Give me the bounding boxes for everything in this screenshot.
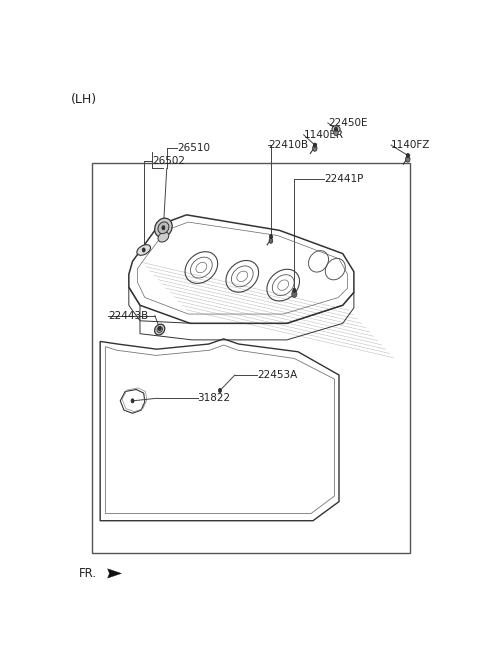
Text: 22443B: 22443B <box>108 311 149 321</box>
Circle shape <box>406 156 410 162</box>
Circle shape <box>312 145 317 151</box>
Ellipse shape <box>157 327 162 333</box>
Circle shape <box>142 248 145 252</box>
Text: 31822: 31822 <box>198 393 231 403</box>
Circle shape <box>334 130 338 136</box>
Text: 26510: 26510 <box>177 143 210 153</box>
Text: 22441P: 22441P <box>324 174 363 184</box>
Text: 1140FZ: 1140FZ <box>391 140 431 150</box>
Bar <box>92 163 410 554</box>
Ellipse shape <box>158 232 169 242</box>
Circle shape <box>269 234 273 239</box>
Circle shape <box>407 154 409 158</box>
Text: 1140ER: 1140ER <box>304 130 344 140</box>
Circle shape <box>269 238 273 244</box>
Circle shape <box>335 127 337 131</box>
Circle shape <box>162 225 165 230</box>
Circle shape <box>293 289 296 293</box>
Circle shape <box>131 399 134 403</box>
Circle shape <box>313 143 316 147</box>
Ellipse shape <box>155 218 172 238</box>
Text: 22453A: 22453A <box>257 370 298 380</box>
Text: 22410B: 22410B <box>268 140 309 150</box>
Circle shape <box>218 389 221 393</box>
Text: 22450E: 22450E <box>328 118 367 128</box>
Text: (LH): (LH) <box>71 93 97 107</box>
Circle shape <box>158 327 161 331</box>
Text: FR.: FR. <box>79 567 97 580</box>
Ellipse shape <box>158 222 169 234</box>
Ellipse shape <box>332 125 340 132</box>
Circle shape <box>292 291 297 297</box>
Text: 26502: 26502 <box>152 156 185 166</box>
Ellipse shape <box>137 245 151 255</box>
Polygon shape <box>108 569 121 578</box>
Ellipse shape <box>155 324 165 335</box>
